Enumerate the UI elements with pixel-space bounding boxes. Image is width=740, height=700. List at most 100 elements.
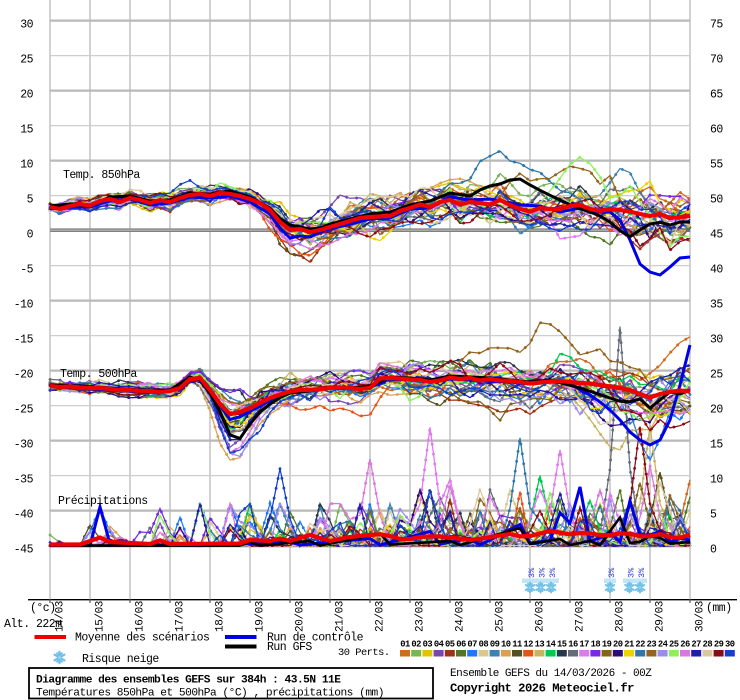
svg-text:0: 0 bbox=[27, 228, 34, 241]
svg-text:13: 13 bbox=[535, 640, 545, 650]
svg-text:Temp. 500hPa: Temp. 500hPa bbox=[60, 368, 137, 381]
svg-text:60: 60 bbox=[710, 123, 723, 136]
svg-text:-5: -5 bbox=[20, 263, 33, 276]
svg-text:22/03: 22/03 bbox=[374, 601, 386, 632]
svg-text:23/03: 23/03 bbox=[414, 601, 426, 632]
svg-text:09: 09 bbox=[490, 640, 500, 650]
svg-text:Run GFS: Run GFS bbox=[267, 641, 312, 654]
svg-text:-35: -35 bbox=[14, 473, 34, 486]
svg-text:20: 20 bbox=[613, 640, 623, 650]
svg-text:10: 10 bbox=[20, 158, 33, 171]
svg-text:28/03: 28/03 bbox=[614, 601, 626, 632]
svg-text:Run de contrôle: Run de contrôle bbox=[267, 632, 364, 645]
svg-text:25: 25 bbox=[710, 368, 723, 381]
svg-text:25: 25 bbox=[669, 640, 679, 650]
svg-text:-30: -30 bbox=[14, 438, 34, 451]
svg-text:3%: 3% bbox=[538, 567, 548, 578]
svg-text:17: 17 bbox=[579, 640, 589, 650]
svg-text:03: 03 bbox=[423, 640, 433, 650]
svg-text:26: 26 bbox=[680, 640, 690, 650]
svg-text:5: 5 bbox=[710, 508, 717, 521]
svg-text:05: 05 bbox=[445, 640, 455, 650]
svg-text:Moyenne des scénarios: Moyenne des scénarios bbox=[75, 632, 209, 645]
svg-text:Diagramme des ensembles GEFS s: Diagramme des ensembles GEFS sur 384h : … bbox=[36, 675, 341, 687]
svg-text:21/03: 21/03 bbox=[334, 601, 346, 632]
svg-text:11: 11 bbox=[512, 640, 522, 650]
svg-text:50: 50 bbox=[710, 193, 723, 206]
svg-text:30: 30 bbox=[20, 18, 33, 31]
svg-text:18: 18 bbox=[591, 640, 601, 650]
svg-text:(°c): (°c) bbox=[30, 602, 56, 615]
svg-text:45: 45 bbox=[710, 228, 723, 241]
svg-text:0: 0 bbox=[710, 543, 717, 556]
svg-text:29/03: 29/03 bbox=[654, 601, 666, 632]
svg-text:10: 10 bbox=[710, 473, 723, 486]
svg-text:Risque neige: Risque neige bbox=[82, 653, 159, 666]
svg-text:-20: -20 bbox=[14, 368, 34, 381]
svg-text:15/03: 15/03 bbox=[94, 601, 106, 632]
svg-text:Températures 850hPa et 500hPa: Températures 850hPa et 500hPa (°C) , pré… bbox=[36, 688, 384, 700]
svg-text:Copyright 2026 Meteociel.fr: Copyright 2026 Meteociel.fr bbox=[450, 682, 634, 696]
svg-text:-40: -40 bbox=[14, 508, 34, 521]
svg-text:3%: 3% bbox=[607, 567, 617, 578]
svg-text:22: 22 bbox=[635, 640, 645, 650]
svg-text:15: 15 bbox=[557, 640, 567, 650]
svg-text:30/03: 30/03 bbox=[694, 601, 706, 632]
svg-text:30: 30 bbox=[710, 333, 723, 346]
svg-text:02: 02 bbox=[411, 640, 421, 650]
svg-text:29: 29 bbox=[714, 640, 724, 650]
svg-text:17/03: 17/03 bbox=[174, 601, 186, 632]
svg-text:75: 75 bbox=[710, 18, 723, 31]
svg-text:Alt. 222m: Alt. 222m bbox=[4, 618, 62, 631]
svg-text:-10: -10 bbox=[14, 298, 34, 311]
svg-text:20/03: 20/03 bbox=[294, 601, 306, 632]
svg-text:Précipitations: Précipitations bbox=[58, 495, 148, 508]
svg-text:40: 40 bbox=[710, 263, 723, 276]
svg-text:20: 20 bbox=[20, 88, 33, 101]
svg-text:(mm): (mm) bbox=[706, 602, 732, 615]
svg-text:-45: -45 bbox=[14, 543, 34, 556]
svg-text:3%: 3% bbox=[627, 567, 637, 578]
svg-text:25/03: 25/03 bbox=[494, 601, 506, 632]
svg-text:04: 04 bbox=[434, 640, 445, 650]
svg-text:25: 25 bbox=[20, 53, 33, 66]
svg-text:23: 23 bbox=[647, 640, 657, 650]
svg-text:15: 15 bbox=[710, 438, 723, 451]
svg-text:28: 28 bbox=[703, 640, 713, 650]
svg-text:3%: 3% bbox=[527, 567, 537, 578]
svg-text:24: 24 bbox=[658, 640, 669, 650]
svg-text:30: 30 bbox=[725, 640, 735, 650]
svg-text:65: 65 bbox=[710, 88, 723, 101]
svg-text:12: 12 bbox=[523, 640, 533, 650]
svg-text:3%: 3% bbox=[637, 567, 647, 578]
svg-text:Ensemble GEFS du 14/03/2026 -: Ensemble GEFS du 14/03/2026 - 00Z bbox=[450, 668, 652, 680]
svg-text:19: 19 bbox=[602, 640, 612, 650]
svg-text:55: 55 bbox=[710, 158, 723, 171]
svg-text:-25: -25 bbox=[14, 403, 34, 416]
svg-text:Temp. 850hPa: Temp. 850hPa bbox=[63, 169, 140, 182]
svg-text:14: 14 bbox=[546, 640, 557, 650]
svg-text:27: 27 bbox=[691, 640, 701, 650]
svg-text:70: 70 bbox=[710, 53, 723, 66]
svg-text:16/03: 16/03 bbox=[134, 601, 146, 632]
svg-text:20: 20 bbox=[710, 403, 723, 416]
svg-text:3%: 3% bbox=[548, 567, 558, 578]
svg-text:24/03: 24/03 bbox=[454, 601, 466, 632]
svg-text:26/03: 26/03 bbox=[534, 601, 546, 632]
svg-text:-15: -15 bbox=[14, 333, 34, 346]
svg-text:01: 01 bbox=[400, 640, 410, 650]
svg-text:35: 35 bbox=[710, 298, 723, 311]
svg-text:18/03: 18/03 bbox=[214, 601, 226, 632]
svg-text:5: 5 bbox=[27, 193, 34, 206]
svg-text:16: 16 bbox=[568, 640, 578, 650]
svg-text:21: 21 bbox=[624, 640, 634, 650]
svg-text:27/03: 27/03 bbox=[574, 601, 586, 632]
svg-text:06: 06 bbox=[456, 640, 466, 650]
svg-text:14/03: 14/03 bbox=[54, 601, 66, 632]
svg-text:10: 10 bbox=[501, 640, 511, 650]
svg-text:19/03: 19/03 bbox=[254, 601, 266, 632]
svg-text:08: 08 bbox=[479, 640, 489, 650]
svg-text:07: 07 bbox=[467, 640, 477, 650]
svg-text:15: 15 bbox=[20, 123, 33, 136]
svg-text:30 Perts.: 30 Perts. bbox=[338, 647, 390, 659]
